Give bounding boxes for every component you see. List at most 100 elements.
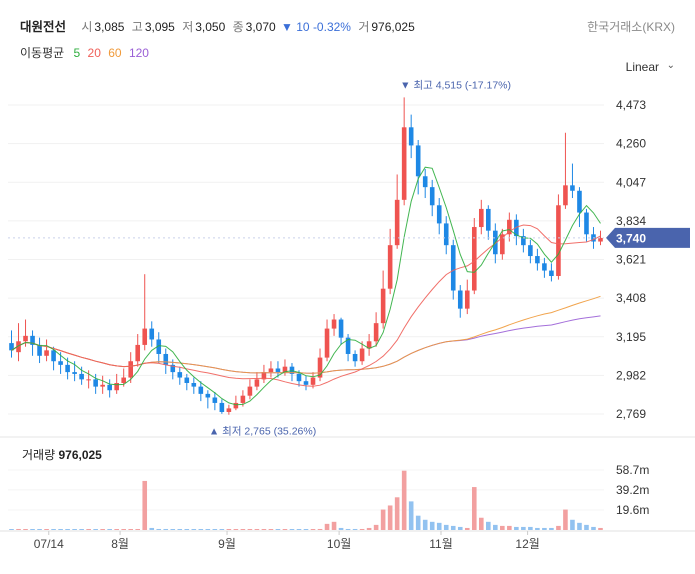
stock-name[interactable]: 대원전선 xyxy=(20,20,67,34)
volume-bar xyxy=(366,527,372,530)
candle-body xyxy=(345,337,351,354)
candle-body xyxy=(23,335,28,342)
price-tick-label: 3,195 xyxy=(616,330,646,344)
volume-bar xyxy=(331,521,337,530)
ma60-line xyxy=(11,295,601,374)
candle-body xyxy=(170,364,176,373)
volume-bar xyxy=(528,526,533,530)
price-tick-label: 4,047 xyxy=(616,175,646,189)
candle-body xyxy=(44,350,49,356)
candle-body xyxy=(450,245,456,291)
candle-body xyxy=(310,377,316,385)
exchange-name: 한국거래소(KRX) xyxy=(587,20,675,34)
ma60-legend: 60 xyxy=(108,46,122,60)
volume-bar xyxy=(205,529,211,530)
volume-bar xyxy=(577,522,582,530)
candle-body xyxy=(296,373,302,382)
candle-body xyxy=(72,372,77,374)
volume-bar xyxy=(170,529,176,530)
low-value: 3,050 xyxy=(195,20,226,34)
volume-bar xyxy=(591,526,596,530)
candle-body xyxy=(542,263,547,271)
candle-body xyxy=(226,408,232,413)
candle-body xyxy=(191,382,197,387)
volume-bar xyxy=(570,519,575,530)
moving-average-label: 이동평균 xyxy=(20,46,65,60)
volume-bar xyxy=(549,527,554,530)
candle-body xyxy=(93,379,98,387)
volume-bar xyxy=(37,529,42,530)
ma20-legend: 20 xyxy=(87,46,101,60)
ma5-line xyxy=(11,166,601,406)
volume-bar xyxy=(415,515,421,530)
ma5-legend: 5 xyxy=(73,46,81,60)
volume-bar xyxy=(247,529,253,530)
volume-bar xyxy=(464,527,470,530)
candle-body xyxy=(317,357,323,378)
candle-body xyxy=(240,395,246,403)
scale-selector[interactable]: Linear xyxy=(625,60,659,74)
volume-bar xyxy=(191,529,197,530)
volume-bar xyxy=(79,529,84,530)
high-label: 고 xyxy=(131,20,143,34)
candle-body xyxy=(338,319,344,338)
candle-body xyxy=(514,219,519,237)
candle-body xyxy=(471,227,477,291)
candle-body xyxy=(359,348,365,362)
volume-bar xyxy=(121,529,126,530)
chevron-down-icon[interactable]: ⌄ xyxy=(666,60,675,71)
volume-bar xyxy=(507,525,512,530)
volume-bar xyxy=(352,528,358,530)
volume-tick-label: 39.2m xyxy=(616,483,649,497)
volume-bar xyxy=(429,521,435,530)
candle-body xyxy=(156,339,162,354)
candle-body xyxy=(233,402,239,409)
candle-body xyxy=(254,379,260,387)
candle-body xyxy=(486,208,491,231)
price-tick-label: 4,260 xyxy=(616,137,646,151)
candle-body xyxy=(577,190,582,213)
volume-bar xyxy=(275,529,281,530)
volume-value: 976,025 xyxy=(371,20,415,34)
moving-average-legend[interactable]: 이동평균 5 20 60 120 xyxy=(20,44,153,61)
volume-bar xyxy=(493,524,498,530)
volume-bar xyxy=(107,529,112,530)
candle-body xyxy=(457,290,463,309)
candle-body xyxy=(16,341,21,353)
x-tick-label: 9월 xyxy=(218,537,236,551)
candle-body xyxy=(401,127,407,200)
candle-body xyxy=(30,335,35,345)
x-tick-label: 11월 xyxy=(429,537,453,551)
volume-bar xyxy=(436,522,442,530)
open-label: 시 xyxy=(81,20,93,34)
candle-body xyxy=(163,353,169,365)
volume-bar xyxy=(177,529,183,530)
price-tick-label: 4,473 xyxy=(616,98,646,112)
candle-body xyxy=(598,237,603,242)
candle-body xyxy=(436,205,442,224)
candle-body xyxy=(478,208,484,228)
volume-bar xyxy=(303,529,309,530)
volume-bar xyxy=(310,529,316,530)
quote-header: 대원전선 시 3,085 고 3,095 저 3,050 종 3,070 ▼ 10 -0… xyxy=(20,16,415,35)
candle-body xyxy=(380,288,386,324)
volume-bar xyxy=(563,509,568,530)
price-tick-label: 3,834 xyxy=(616,214,646,228)
candle-body xyxy=(373,323,379,342)
candle-body xyxy=(261,372,267,380)
candle-body xyxy=(128,361,134,378)
price-tick-label: 2,982 xyxy=(616,368,646,382)
price-tick-label: 3,408 xyxy=(616,291,646,305)
volume-bar xyxy=(443,524,449,530)
volume-bar xyxy=(394,497,400,530)
candle-body xyxy=(219,402,225,413)
volume-bar xyxy=(163,528,169,530)
candle-body xyxy=(422,176,428,188)
candle-body xyxy=(464,290,470,309)
volume-bar xyxy=(51,529,56,530)
ma20-line xyxy=(11,224,601,387)
volume-bar xyxy=(556,525,561,530)
candle-body xyxy=(324,328,330,358)
candle-body xyxy=(331,319,337,329)
